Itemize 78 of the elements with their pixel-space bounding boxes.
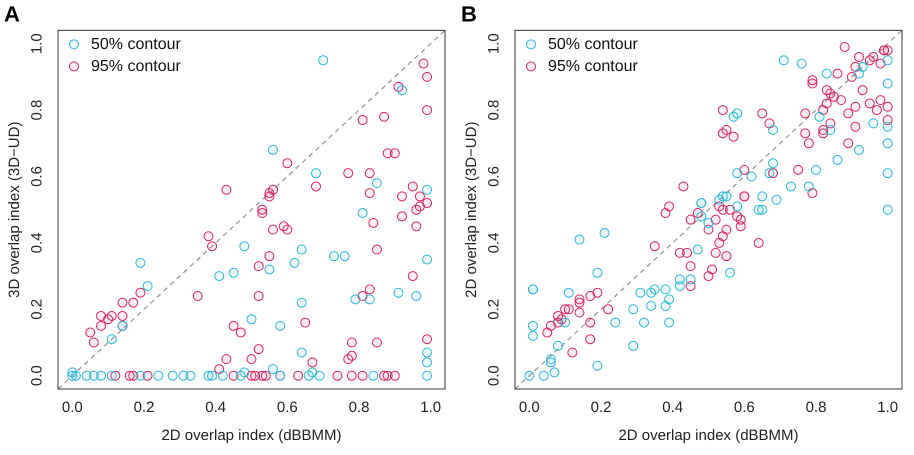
point (393, 288, 404, 298)
point (372, 178, 382, 188)
y-tick-label: 0.0 (486, 365, 503, 386)
x-tick-label: 0.8 (806, 399, 826, 416)
point (364, 294, 375, 304)
x-tick-label: 0.0 (62, 399, 83, 416)
point (358, 208, 368, 218)
point (318, 55, 328, 66)
y-tick-label: 1.0 (28, 33, 46, 54)
point (96, 370, 106, 381)
point (296, 347, 307, 358)
legend-label: 50% contour (91, 36, 182, 53)
point (350, 294, 360, 304)
point (246, 314, 256, 324)
legend-label: 50% contour (548, 36, 639, 53)
point (422, 184, 432, 195)
x-tick-label: 0.6 (276, 399, 298, 416)
point (135, 258, 146, 268)
x-axis-title: 2D overlap index (dBBMM) (618, 427, 799, 444)
legend-label: 95% contour (91, 58, 182, 75)
y-tick-label: 0.6 (28, 166, 46, 187)
point (422, 370, 432, 381)
chart-title: B (461, 1, 477, 26)
y-tick-label: 0.2 (486, 298, 503, 320)
legend-label: 95% contour (548, 58, 639, 75)
x-axis-title: 2D overlap index (dBBMM) (161, 427, 342, 444)
point (290, 258, 300, 268)
point (296, 244, 307, 255)
y-tick-label: 1.0 (486, 33, 503, 54)
point (106, 334, 117, 344)
point (422, 357, 432, 368)
x-tick-label: 0.2 (590, 399, 612, 416)
x-tick-label: 0.8 (348, 399, 370, 416)
x-tick-label: 0.6 (734, 399, 755, 416)
chart-title: A (4, 1, 20, 26)
point (422, 347, 432, 358)
point (168, 370, 178, 381)
y-tick-label: 0.6 (486, 166, 503, 187)
point (106, 370, 117, 381)
point (304, 370, 314, 381)
point (207, 370, 218, 381)
point (239, 367, 250, 378)
x-tick-label: 0.4 (205, 399, 226, 416)
point (422, 254, 432, 265)
point (411, 291, 422, 302)
point (275, 320, 286, 331)
y-tick-label: 0.4 (28, 232, 46, 254)
point (214, 271, 224, 282)
y-tick-label: 0.4 (486, 232, 503, 254)
y-tick-label: 0.8 (28, 100, 46, 121)
point (264, 264, 274, 274)
point (340, 251, 350, 262)
y-tick-label: 0.0 (28, 365, 46, 386)
y-tick-label: 0.8 (486, 100, 503, 121)
point (268, 144, 278, 155)
point (268, 364, 278, 374)
point (142, 281, 153, 292)
point (397, 85, 407, 96)
y-axis-title: 3D overlap index (3D−UD) (6, 122, 24, 298)
point (228, 268, 239, 278)
point (153, 370, 164, 381)
x-tick-label: 0.4 (662, 399, 684, 416)
x-tick-label: 0.2 (134, 399, 154, 416)
point (186, 370, 196, 381)
point (311, 168, 321, 178)
y-tick-label: 0.2 (28, 298, 46, 320)
x-tick-label: 1.0 (877, 399, 898, 416)
point (296, 298, 307, 308)
x-tick-label: 0.0 (518, 399, 540, 416)
point (314, 370, 325, 381)
y-axis-title: 2D overlap index (3D−UD) (463, 122, 480, 298)
point (67, 367, 78, 378)
point (368, 370, 378, 381)
point (239, 241, 250, 252)
point (218, 370, 228, 381)
point (328, 251, 339, 262)
point (135, 370, 146, 381)
x-tick-label: 1.0 (420, 399, 442, 416)
